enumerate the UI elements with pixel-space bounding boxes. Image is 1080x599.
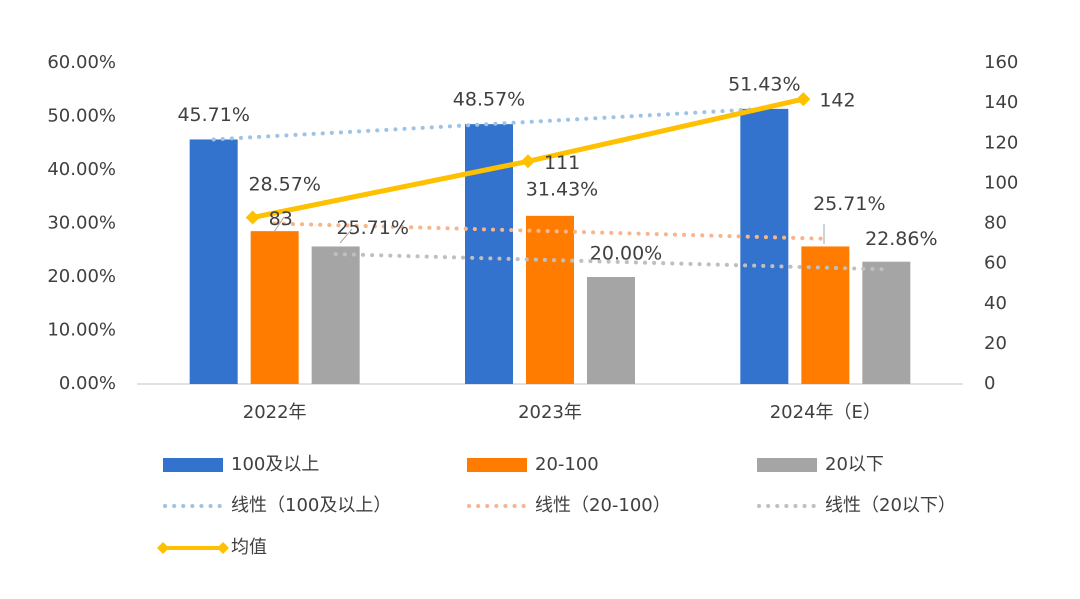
legend-item: 20-100 — [467, 454, 599, 475]
y-axis-tick-label: 30.00% — [47, 213, 116, 234]
legend-marker — [217, 542, 229, 554]
bar — [587, 277, 635, 384]
mean-line-marker — [245, 210, 260, 225]
bar-data-label: 25.71% — [336, 217, 408, 239]
y2-axis-tick-label: 60 — [984, 253, 1007, 274]
bar-data-label: 22.86% — [865, 228, 937, 250]
bar — [740, 108, 789, 385]
y-axis-tick-label: 10.00% — [47, 320, 116, 341]
bar — [801, 246, 850, 384]
legend-item: 20以下 — [757, 454, 884, 475]
y2-axis-tick-label: 120 — [984, 132, 1018, 153]
line-data-label: 142 — [819, 90, 855, 112]
trendline — [333, 252, 889, 272]
legend-label: 100及以上 — [231, 454, 319, 475]
legend-label: 线性（20-100） — [535, 495, 671, 516]
y-axis-tick-label: 20.00% — [47, 266, 116, 287]
bar — [311, 246, 360, 384]
legend-label: 线性（100及以上） — [231, 495, 391, 516]
legend-item: 100及以上 — [163, 454, 319, 475]
bar-data-label: 28.57% — [248, 174, 320, 196]
x-axis-tick-label: 2022年 — [243, 402, 307, 423]
data-labels-layer: 45.71% 48.57% 51.43% 28.57% 31.43% 25.71% 25.7… — [177, 73, 937, 264]
y2-axis-tick-label: 100 — [984, 172, 1018, 193]
y-axis-tick-label: 60.00% — [47, 52, 116, 73]
y2-axis-tick-label: 0 — [984, 373, 995, 394]
legend-label: 20-100 — [535, 454, 599, 475]
leader-line — [273, 216, 285, 233]
bar — [862, 261, 911, 384]
y2-axis-tick-label: 20 — [984, 333, 1007, 354]
legend-swatch — [163, 458, 223, 472]
leader-line — [339, 228, 353, 244]
bar-data-label: 31.43% — [526, 178, 598, 200]
bar — [526, 215, 574, 384]
bar-data-label: 45.71% — [177, 104, 249, 126]
bar-data-label: 51.43% — [728, 73, 800, 95]
y-axis-tick-label: 40.00% — [47, 159, 116, 180]
line-data-label: 111 — [544, 152, 580, 174]
bar — [465, 124, 513, 384]
legend-label: 均值 — [231, 537, 267, 558]
legend-swatch — [467, 458, 527, 472]
bar-data-label: 20.00% — [590, 243, 662, 265]
y2-axis-tick-label: 140 — [984, 92, 1018, 113]
bars-layer — [189, 108, 911, 385]
x-axis-tick-label: 2024年（E） — [770, 402, 881, 423]
legend-label: 20以下 — [825, 454, 884, 475]
bar-data-label: 48.57% — [453, 89, 525, 111]
trendline — [272, 221, 828, 241]
legend-item: 线性（20以下） — [757, 495, 956, 516]
legend-marker — [157, 542, 169, 554]
y2-axis-tick-label: 40 — [984, 293, 1007, 314]
legend-label: 线性（20以下） — [825, 495, 956, 516]
mean-line-marker — [796, 92, 811, 107]
trendlines-layer — [211, 106, 889, 272]
y-axis-tick-label: 50.00% — [47, 106, 116, 127]
legend-item: 线性（20-100） — [467, 495, 671, 516]
axes-layer: 0.00% 10.00% 20.00% 30.00% 40.00% 50.00% 60.00… — [47, 52, 1018, 423]
y2-axis-tick-label: 80 — [984, 213, 1007, 234]
bar — [250, 231, 299, 384]
y2-axis-tick-label: 160 — [984, 52, 1018, 73]
mean-line-marker — [521, 154, 535, 169]
bar — [189, 139, 238, 384]
legend-swatch — [757, 458, 817, 472]
trendline — [211, 106, 767, 142]
y-axis-tick-label: 0.00% — [59, 373, 116, 394]
x-axis-tick-label: 2023年 — [518, 402, 582, 423]
line-data-label: 83 — [269, 208, 293, 230]
mean-line-layer — [245, 92, 811, 225]
bar-data-label: 25.71% — [813, 193, 885, 215]
legend-item: 线性（100及以上） — [163, 495, 391, 516]
legend-item: 均值 — [157, 537, 267, 558]
